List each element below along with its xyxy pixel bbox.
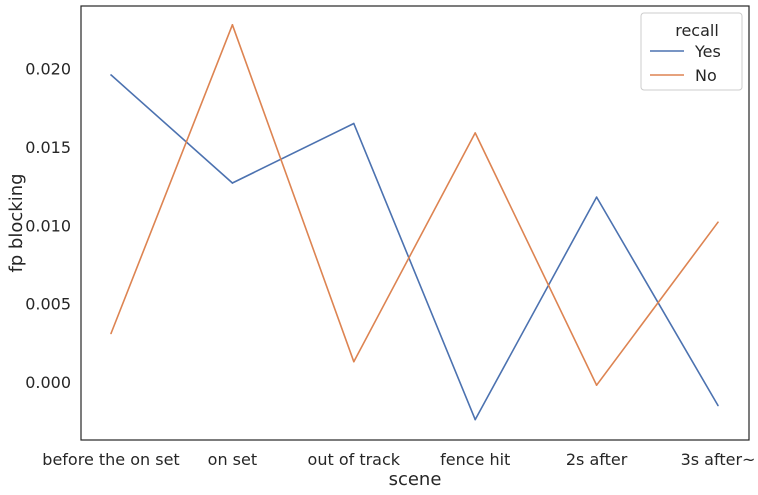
data-point <box>110 332 112 335</box>
y-axis-label: fp blocking <box>6 173 27 272</box>
x-tick-label: before the on set <box>42 450 179 469</box>
x-tick-label: 2s after <box>566 450 628 469</box>
data-point <box>474 132 477 134</box>
data-point <box>474 418 477 421</box>
y-tick-label: 0.010 <box>25 216 71 235</box>
data-point <box>353 122 355 125</box>
y-tick-label: 0.000 <box>25 373 71 392</box>
legend: recall Yes No <box>640 12 743 91</box>
x-tick-label: out of track <box>308 450 401 469</box>
series-line-yes <box>110 74 719 421</box>
legend-box <box>640 12 743 91</box>
data-point <box>231 182 234 184</box>
data-point <box>110 74 112 76</box>
data-point <box>353 360 355 363</box>
legend-label-yes: Yes <box>694 42 721 61</box>
data-point <box>595 384 598 386</box>
data-point <box>595 196 598 198</box>
y-tick-label: 0.005 <box>25 295 71 314</box>
legend-title: recall <box>675 21 719 40</box>
series-layer <box>110 23 719 421</box>
y-tick-label: 0.020 <box>25 60 71 79</box>
y-tick-labels: 0.000 0.005 0.010 0.015 0.020 <box>25 60 71 392</box>
data-point <box>717 221 719 224</box>
x-tick-label: 3s after~ <box>681 450 756 469</box>
x-tick-label: on set <box>208 450 257 469</box>
plot-frame <box>80 5 750 441</box>
x-tick-label: fence hit <box>440 450 510 469</box>
data-point <box>231 24 234 26</box>
x-tick-labels: before the on set on set out of track fence… <box>42 450 755 469</box>
x-axis-label: scene <box>389 469 442 490</box>
legend-label-no: No <box>695 66 717 85</box>
data-point <box>717 404 719 407</box>
series-line-no <box>110 23 719 387</box>
y-tick-label: 0.015 <box>25 138 71 157</box>
